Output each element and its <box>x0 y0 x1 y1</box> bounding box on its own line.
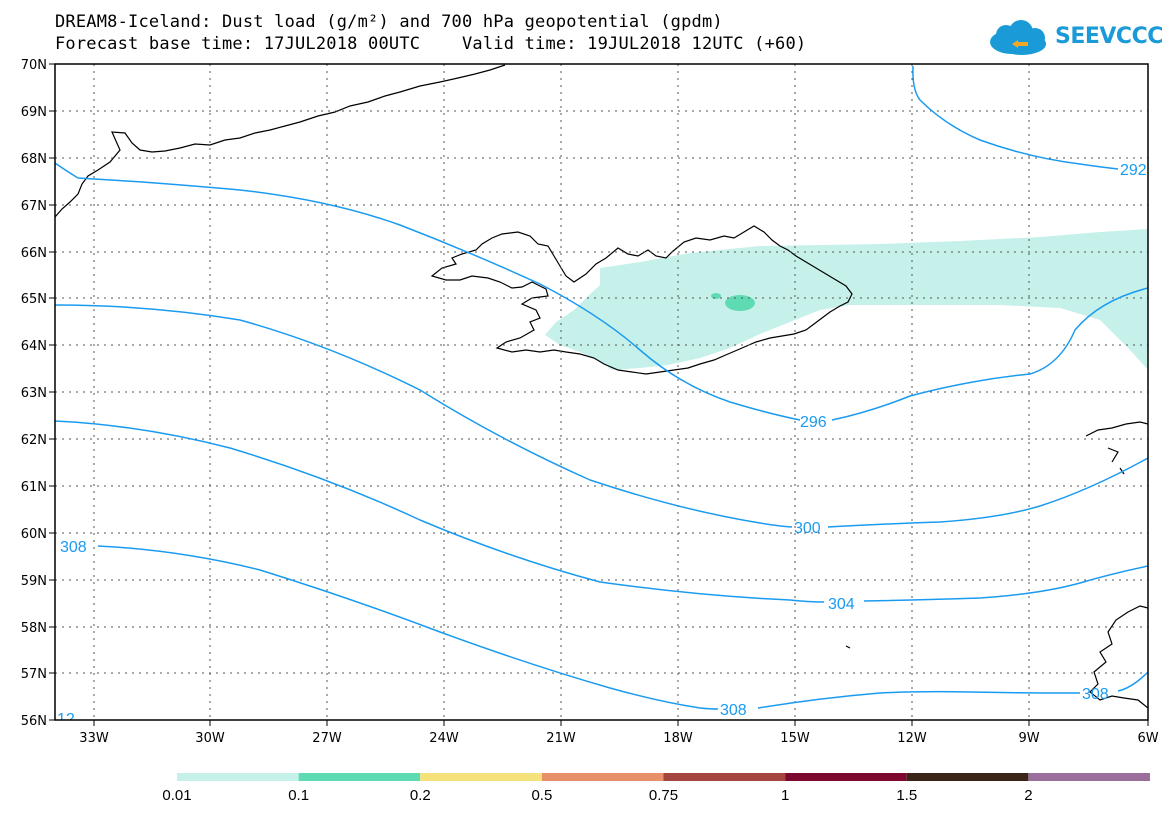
lat-label: 58N <box>21 621 47 636</box>
lon-label: 21W <box>546 731 576 746</box>
legend-label: 0.75 <box>649 787 678 804</box>
lat-label: 61N <box>21 480 47 495</box>
graticule <box>55 64 1148 720</box>
legend-label: 1.5 <box>896 787 917 804</box>
legend-swatch <box>420 773 542 781</box>
geopotential-contours <box>54 65 1149 710</box>
contour-300 <box>54 304 1149 528</box>
contour-308 <box>97 545 1149 710</box>
legend-swatch <box>541 773 664 781</box>
dust-core-mid <box>725 295 755 311</box>
lat-label: 70N <box>21 58 47 73</box>
logo-text: SEEVCCC <box>1055 24 1163 49</box>
contour-label-308-east: 308 <box>1082 686 1109 703</box>
lat-label: 56N <box>21 714 47 729</box>
legend-label: 0.1 <box>288 787 309 804</box>
lat-label: 69N <box>21 105 47 120</box>
contour-label-304: 304 <box>828 596 855 613</box>
lon-label: 18W <box>663 731 693 746</box>
contour-304 <box>54 420 1149 603</box>
contour-label-292: 292 <box>1120 162 1147 179</box>
legend-label: 0.2 <box>410 787 431 804</box>
dust-load-layer <box>545 229 1148 370</box>
coastlines <box>54 64 1149 709</box>
legend-label: 1 <box>781 787 789 804</box>
legend-swatch <box>906 773 1029 781</box>
map-title: DREAM8-Iceland: Dust load (g/m²) and 700… <box>55 12 723 32</box>
contour-label-296: 296 <box>800 414 827 431</box>
legend-swatch <box>785 773 907 781</box>
lon-label: 15W <box>780 731 810 746</box>
lat-label: 68N <box>21 152 47 167</box>
map-subtitle: Forecast base time: 17JUL2018 00UTC Vali… <box>55 34 807 54</box>
legend-label: 2 <box>1024 787 1032 804</box>
contour-label-308-west: 308 <box>60 539 87 556</box>
lon-label: 24W <box>429 731 459 746</box>
lon-label: 33W <box>79 731 109 746</box>
legend-swatch <box>298 773 421 781</box>
lat-label: 64N <box>21 339 47 354</box>
dust-core-small <box>711 293 721 299</box>
lat-label: 59N <box>21 574 47 589</box>
legend-swatch <box>1028 773 1150 781</box>
iceland-coast <box>430 225 853 375</box>
color-legend: 0.01 0.1 0.2 0.5 0.75 1 1.5 2 <box>162 773 1150 804</box>
forecast-map: 292 296 300 304 308 308 308 12 <box>20 58 1159 746</box>
legend-label: 0.5 <box>531 787 552 804</box>
lat-label: 66N <box>21 246 47 261</box>
lon-label: 9W <box>1018 731 1039 746</box>
contour-292 <box>912 65 1119 170</box>
lat-label: 63N <box>21 386 47 401</box>
lon-label: 27W <box>312 731 342 746</box>
greenland-coast <box>54 64 506 218</box>
legend-swatch <box>177 773 299 781</box>
lat-label: 65N <box>21 292 47 307</box>
contour-296 <box>54 162 1149 421</box>
lon-label: 12W <box>897 731 927 746</box>
lat-label: 60N <box>21 527 47 542</box>
lat-label: 57N <box>21 667 47 682</box>
contour-label-308-mid: 308 <box>720 702 747 719</box>
dust-plume-low <box>545 229 1148 370</box>
lat-label: 62N <box>21 433 47 448</box>
lon-label: 6W <box>1137 731 1158 746</box>
legend-swatch <box>663 773 786 781</box>
lat-label: 67N <box>21 199 47 214</box>
cloud-icon <box>990 20 1046 55</box>
lon-label: 30W <box>195 731 225 746</box>
contour-label-300: 300 <box>794 520 821 537</box>
legend-label: 0.01 <box>162 787 191 804</box>
scotland-coast <box>1089 605 1149 709</box>
